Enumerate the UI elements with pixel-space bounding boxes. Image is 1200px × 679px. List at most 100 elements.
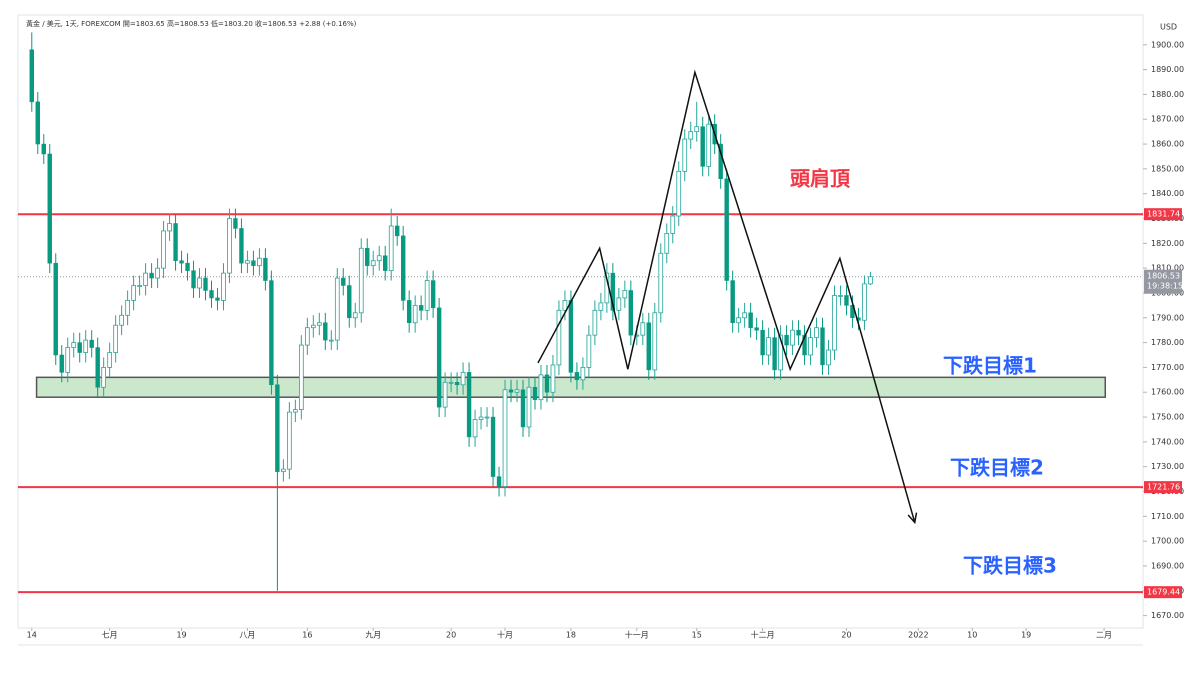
candle-body <box>101 367 107 388</box>
candle-body <box>334 277 340 341</box>
candle-body <box>323 322 328 341</box>
candle-body <box>113 324 118 353</box>
candle-body <box>227 218 232 274</box>
x-tick-label: 19 <box>176 631 186 640</box>
candle-body <box>484 416 490 419</box>
candle-body <box>347 285 352 319</box>
candle-body <box>53 262 58 356</box>
candle-body <box>502 389 508 487</box>
countdown: 19:38:15 <box>1147 281 1183 290</box>
candle-body <box>598 302 604 311</box>
candle-body <box>298 344 304 411</box>
candle-body <box>754 327 759 331</box>
candle-body <box>718 143 723 180</box>
x-tick-label: 18 <box>566 631 576 640</box>
candle-body <box>838 295 843 297</box>
candle-body <box>700 126 705 167</box>
candle-body <box>532 387 538 400</box>
candle-body <box>568 300 574 373</box>
y-tick-label: 1710.00 <box>1151 512 1184 521</box>
price-level-label: 1831.74 <box>1147 210 1180 219</box>
candle-body <box>730 280 735 323</box>
candle-body <box>179 260 184 264</box>
candle-body <box>646 322 651 371</box>
y-tick-label: 1790.00 <box>1151 313 1184 322</box>
candle-body <box>724 178 729 281</box>
x-tick-label: 15 <box>692 631 702 640</box>
candle-body <box>430 280 436 309</box>
candle-body <box>772 337 777 371</box>
candle-body <box>478 416 484 420</box>
price-level-badge <box>1144 481 1182 494</box>
candle-body <box>239 228 244 264</box>
candle-body <box>796 329 801 336</box>
candle-body <box>29 49 34 103</box>
candle-body <box>400 235 406 301</box>
candle-body <box>520 389 526 428</box>
x-tick-label: 16 <box>302 631 312 640</box>
candle-body <box>832 295 837 351</box>
candle-body <box>143 272 148 286</box>
y-tick-label: 1740.00 <box>1151 437 1184 446</box>
x-tick-label: 二月 <box>1096 631 1112 640</box>
price-level-badge <box>1144 208 1182 221</box>
candle-body <box>778 334 783 371</box>
x-tick-label: 20 <box>446 631 456 640</box>
x-tick-label: 十一月 <box>625 630 649 640</box>
candle-body <box>694 126 700 133</box>
candle-body <box>215 297 220 301</box>
y-tick-label: 1700.00 <box>1151 537 1184 546</box>
candle-body <box>358 247 364 314</box>
candle-body <box>388 225 394 272</box>
annotation: 下跌目標1 <box>943 354 1037 378</box>
candle-body <box>790 329 795 346</box>
candle-body <box>233 218 238 229</box>
y-tick-label: 1820.00 <box>1151 239 1184 248</box>
candle-body <box>802 334 807 356</box>
candle-body <box>71 342 77 348</box>
candle-body <box>808 337 813 356</box>
candle-body <box>412 304 418 324</box>
candle-body <box>742 312 747 319</box>
candle-body <box>406 300 412 323</box>
candle-body <box>263 257 268 281</box>
y-tick-label: 1840.00 <box>1151 189 1184 198</box>
x-tick-label: 14 <box>27 631 37 640</box>
candle-body <box>448 381 454 384</box>
candle-body <box>688 131 694 140</box>
candle-body <box>592 309 598 336</box>
candle-body <box>466 372 472 438</box>
last-price-label: 1806.53 <box>1147 271 1180 280</box>
candle-body <box>508 389 514 393</box>
annotation: 頭肩頂 <box>790 167 851 191</box>
header: 黃金 / 美元, 1天, FOREXCOM 開=1803.65 高=1808.5… <box>26 19 357 28</box>
annotation: 下跌目標3 <box>963 554 1057 578</box>
candle-body <box>784 334 789 346</box>
candle-body <box>41 143 46 155</box>
x-tick-label: 十月 <box>497 630 513 640</box>
candle-body <box>287 411 292 470</box>
candle-body <box>640 322 646 336</box>
candle-body <box>526 386 532 428</box>
candle-body <box>275 384 280 472</box>
candle-body <box>352 312 358 319</box>
candle-body <box>191 270 196 289</box>
candle-body <box>676 170 682 217</box>
candle-body <box>658 252 664 314</box>
y-tick-label: 1870.00 <box>1151 115 1184 124</box>
candle-body <box>221 272 226 301</box>
candle-body <box>383 255 388 271</box>
candle-body <box>418 305 424 311</box>
y-tick-label: 1690.00 <box>1151 561 1184 570</box>
candle-body <box>167 223 172 232</box>
candle-body <box>826 349 831 366</box>
candle-body <box>736 317 741 324</box>
candle-body <box>454 382 460 386</box>
candle-body <box>257 257 262 267</box>
candle-body <box>610 272 616 311</box>
price-level-badge <box>1144 586 1182 599</box>
candle-body <box>556 309 562 366</box>
candle-body <box>544 374 550 393</box>
